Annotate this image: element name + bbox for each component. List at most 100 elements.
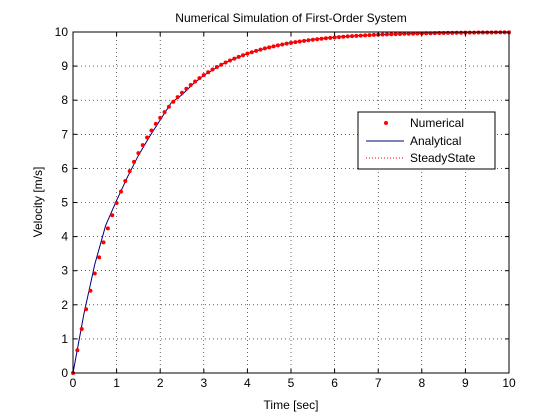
data-point-numerical	[241, 53, 246, 58]
data-point-numerical	[127, 169, 132, 174]
data-point-numerical	[79, 327, 84, 332]
x-tick-labels: 0 1 2 3 4 5 6 7 8 9 10	[70, 376, 516, 390]
data-point-numerical	[319, 36, 324, 41]
data-point-numerical	[162, 110, 167, 115]
y-tick-label: 7	[61, 127, 68, 141]
plot-area	[73, 32, 509, 373]
data-point-numerical	[258, 47, 263, 52]
data-point-numerical	[236, 54, 241, 59]
data-point-numerical	[350, 34, 355, 39]
y-tick-label: 5	[61, 196, 68, 210]
data-point-numerical	[101, 240, 106, 245]
data-point-numerical	[110, 213, 115, 218]
data-point-numerical	[380, 32, 385, 37]
data-point-numerical	[450, 30, 455, 35]
data-point-numerical	[358, 33, 363, 38]
tick-marks	[72, 31, 510, 374]
data-point-numerical	[75, 348, 80, 353]
data-point-numerical	[267, 45, 272, 50]
data-point-numerical	[459, 30, 464, 35]
data-point-numerical	[245, 51, 250, 56]
data-point-numerical	[158, 115, 163, 120]
data-point-numerical	[136, 151, 141, 156]
data-point-numerical	[180, 90, 184, 95]
data-point-numerical	[402, 31, 407, 36]
data-point-numerical	[332, 35, 337, 40]
data-point-numerical	[367, 33, 372, 38]
data-point-numerical	[145, 135, 150, 140]
x-tick-label: 3	[200, 376, 207, 390]
data-point-numerical	[275, 43, 280, 48]
data-point-numerical	[262, 46, 267, 51]
data-point-numerical	[114, 201, 119, 206]
data-point-numerical	[249, 50, 254, 55]
data-point-numerical	[227, 58, 232, 63]
data-point-numerical	[188, 82, 193, 87]
data-point-numerical	[297, 39, 302, 44]
data-point-numerical	[310, 37, 315, 42]
data-point-numerical	[132, 159, 137, 164]
legend-label-analytical: Analytical	[410, 134, 461, 148]
y-tick-label: 1	[61, 332, 68, 346]
data-point-numerical	[336, 35, 341, 40]
y-tick-label: 4	[61, 230, 68, 244]
data-point-numerical	[271, 44, 276, 49]
data-point-numerical	[140, 143, 145, 148]
grid	[73, 32, 509, 373]
data-point-numerical	[166, 104, 171, 109]
data-point-numerical	[411, 31, 416, 36]
y-tick-label: 8	[61, 93, 68, 107]
x-tick-label: 2	[157, 376, 164, 390]
y-axis-label: Velocity [m/s]	[31, 167, 45, 238]
y-tick-label: 9	[61, 59, 68, 73]
data-point-numerical	[197, 76, 202, 81]
data-point-numerical	[171, 99, 176, 104]
chart-title: Numerical Simulation of First-Order Syst…	[175, 11, 406, 25]
data-point-numerical	[175, 95, 180, 100]
data-point-numerical	[323, 36, 328, 41]
data-point-numerical	[454, 30, 459, 35]
x-axis-label: Time [sec]	[264, 398, 319, 412]
data-point-numerical	[193, 79, 198, 84]
data-point-numerical	[384, 32, 389, 37]
data-point-numerical	[341, 34, 346, 39]
data-point-numerical	[149, 128, 154, 133]
y-tick-labels: 0 1 2 3 4 5 6 7 8 9 10	[55, 25, 69, 380]
x-tick-label: 7	[375, 376, 382, 390]
data-point-numerical	[480, 30, 485, 35]
data-point-numerical	[201, 73, 206, 78]
data-point-numerical	[315, 37, 320, 42]
x-tick-label: 9	[462, 376, 469, 390]
x-tick-label: 10	[502, 376, 516, 390]
data-point-numerical	[97, 255, 102, 260]
x-tick-label: 6	[331, 376, 338, 390]
data-point-numerical	[153, 121, 158, 126]
data-point-numerical	[219, 62, 224, 67]
data-point-numerical	[472, 30, 477, 35]
x-tick-label: 0	[70, 376, 77, 390]
data-point-numerical	[210, 67, 215, 72]
data-point-numerical	[280, 42, 285, 47]
data-point-numerical	[206, 70, 211, 75]
legend-marker-numerical	[384, 121, 388, 125]
data-point-numerical	[92, 271, 97, 276]
y-tick-label: 0	[61, 366, 68, 380]
data-point-numerical	[84, 307, 89, 312]
y-tick-label: 6	[61, 161, 68, 175]
data-point-numerical	[302, 38, 307, 43]
legend-label-numerical: Numerical	[410, 116, 464, 130]
data-point-numerical	[306, 38, 311, 43]
data-point-numerical	[389, 32, 394, 37]
data-point-numerical	[284, 41, 289, 46]
data-point-numerical	[105, 226, 110, 231]
data-point-numerical	[293, 40, 298, 45]
data-point-numerical	[398, 31, 402, 36]
data-point-numerical	[88, 288, 93, 293]
data-point-numerical	[118, 189, 123, 194]
series-numerical	[71, 30, 511, 375]
data-point-numerical	[214, 65, 219, 70]
data-point-numerical	[406, 31, 411, 36]
data-point-numerical	[254, 48, 259, 53]
legend-label-steadystate: SteadyState	[410, 151, 476, 165]
